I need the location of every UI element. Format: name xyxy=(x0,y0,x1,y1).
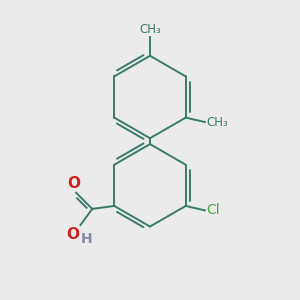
Text: CH₃: CH₃ xyxy=(139,23,161,36)
Text: Cl: Cl xyxy=(206,203,220,218)
Text: H: H xyxy=(81,232,93,246)
Text: CH₃: CH₃ xyxy=(206,116,228,128)
Text: O: O xyxy=(66,226,79,242)
Text: O: O xyxy=(67,176,80,191)
